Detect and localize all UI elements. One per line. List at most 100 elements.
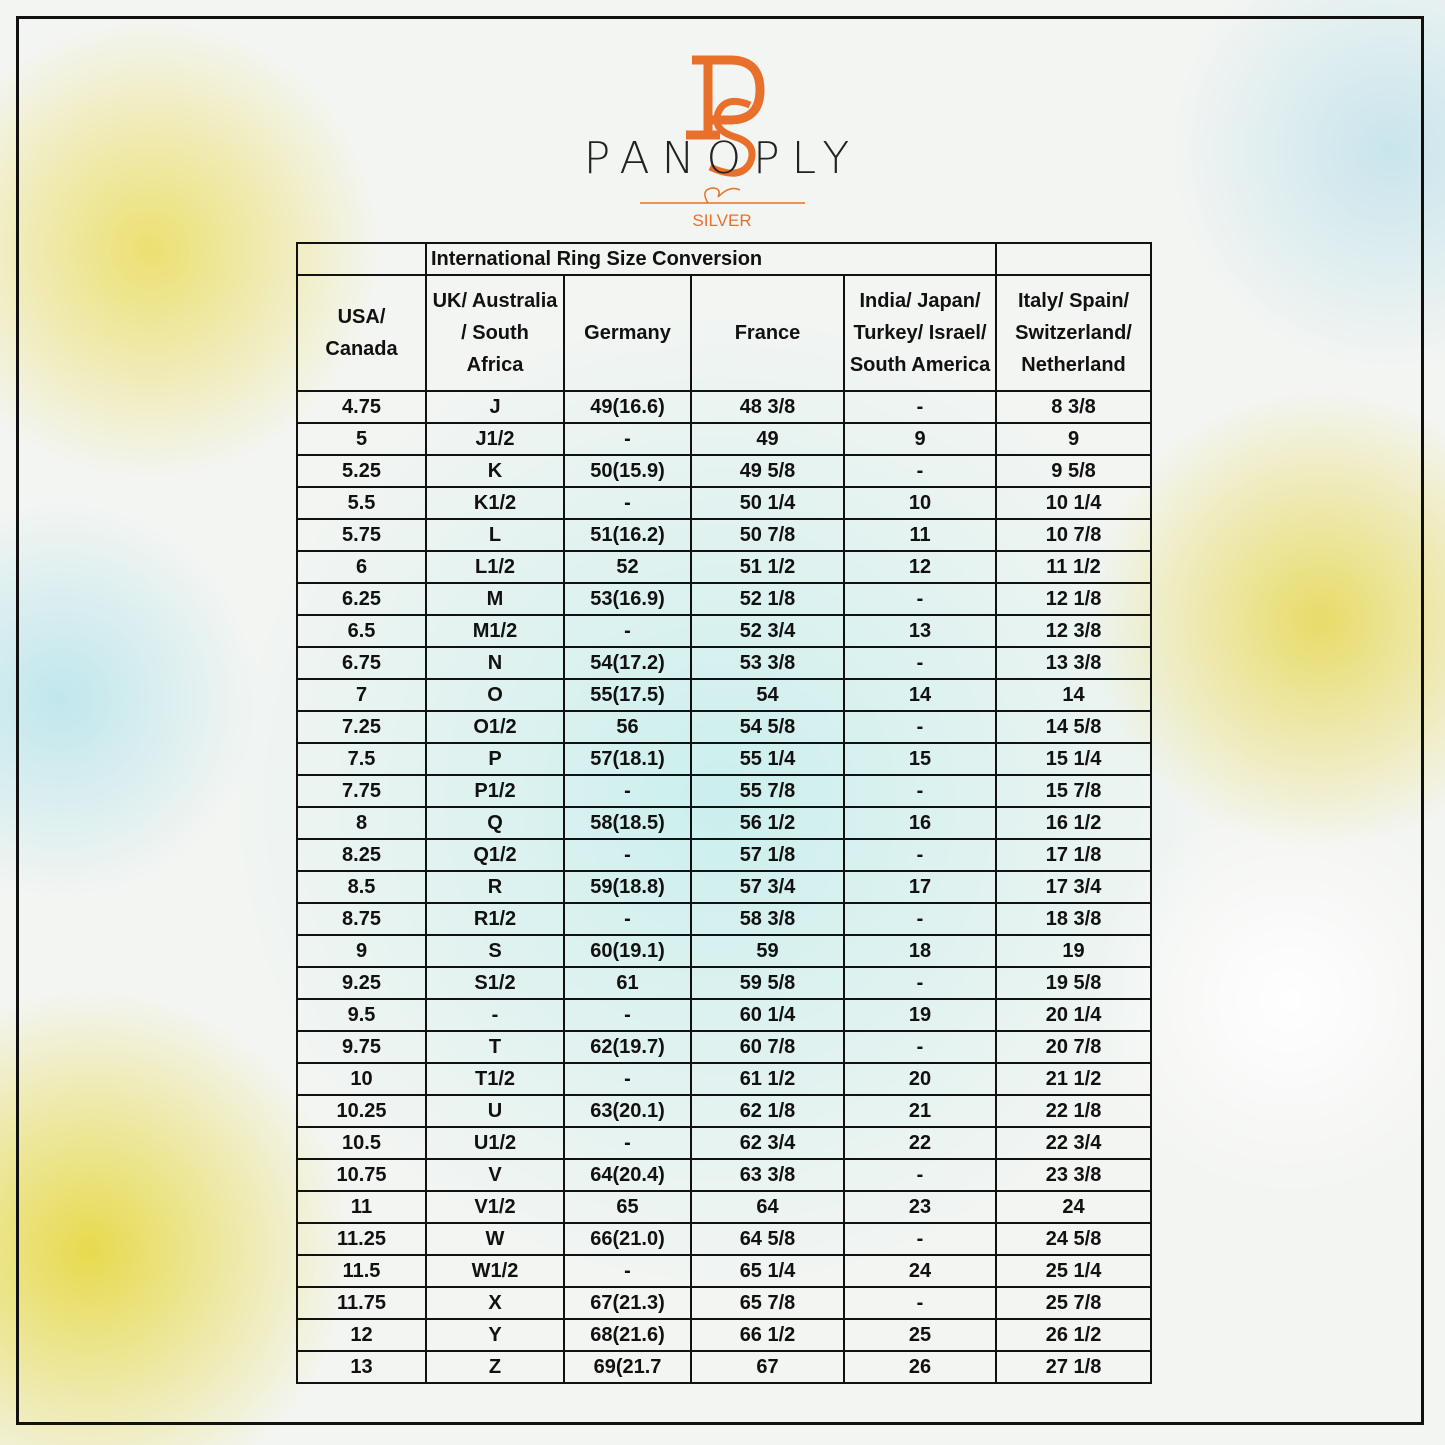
table-cell: 23 [842, 1190, 998, 1224]
table-cell: 49 5/8 [690, 454, 845, 488]
table-cell: R1/2 [425, 902, 565, 936]
table-title: International Ring Size Conversion [424, 242, 998, 276]
table-cell: 58(18.5) [563, 806, 692, 840]
brand-tagline: SILVER [692, 211, 752, 230]
table-cell: 25 1/4 [995, 1254, 1153, 1288]
table-cell: 20 [842, 1062, 998, 1096]
table-cell: - [563, 614, 692, 648]
table-cell: - [842, 710, 998, 744]
table-row: 4.75 J 49(16.6) 48 3/8-8 3/8 [296, 390, 1153, 424]
column-header: India/ Japan/ Turkey/ Israel/ South Amer… [842, 274, 998, 392]
table-row: 6.25 M 53(16.9) 52 1/8-12 1/8 [296, 582, 1153, 616]
table-cell: 22 1/8 [995, 1094, 1153, 1128]
table-cell: 57 3/4 [690, 870, 845, 904]
table-cell: 55 7/8 [690, 774, 845, 808]
table-cell: 5 [296, 422, 427, 456]
table-cell: - [563, 774, 692, 808]
table-cell: U [425, 1094, 565, 1128]
table-cell: 11.75 [296, 1286, 427, 1320]
table-cell: 60 7/8 [690, 1030, 845, 1064]
table-cell: 67 [690, 1350, 845, 1384]
table-cell: T1/2 [425, 1062, 565, 1096]
table-cell: 55 1/4 [690, 742, 845, 776]
table-cell: 62 3/4 [690, 1126, 845, 1160]
table-cell: - [842, 966, 998, 1000]
table-cell: 64(20.4) [563, 1158, 692, 1192]
table-cell: 50(15.9) [563, 454, 692, 488]
table-row: 10 T1/2-61 1/2 20 21 1/2 [296, 1062, 1153, 1096]
table-row: 5 J1/2-49 9 9 [296, 422, 1153, 456]
empty-cell [296, 242, 427, 276]
table-cell: 7 [296, 678, 427, 712]
table-cell: 18 [842, 934, 998, 968]
table-cell: X [425, 1286, 565, 1320]
table-cell: 65 7/8 [690, 1286, 845, 1320]
table-cell: R [425, 870, 565, 904]
table-cell: - [842, 390, 998, 424]
table-cell: - [842, 902, 998, 936]
column-header: Italy/ Spain/ Switzerland/ Netherland [995, 274, 1153, 392]
table-cell: 9 [842, 422, 998, 456]
table-row: 8.75 R1/2-58 3/8-18 3/8 [296, 902, 1153, 936]
table-cell: 15 [842, 742, 998, 776]
table-cell: - [842, 1222, 998, 1256]
table-cell: 56 [563, 710, 692, 744]
table-row: 9.5- -60 1/4 19 20 1/4 [296, 998, 1153, 1032]
table-cell: S [425, 934, 565, 968]
table-cell: Q1/2 [425, 838, 565, 872]
table-cell: 66 1/2 [690, 1318, 845, 1352]
table-cell: 12 [842, 550, 998, 584]
table-cell: 48 3/8 [690, 390, 845, 424]
table-cell: J [425, 390, 565, 424]
table-cell: 17 1/8 [995, 838, 1153, 872]
table-cell: 19 [995, 934, 1153, 968]
column-header: UK/ Australia / South Africa [425, 274, 565, 392]
table-cell: K1/2 [425, 486, 565, 520]
table-cell: 6 [296, 550, 427, 584]
table-row: 10.5 U1/2-62 3/4 22 22 3/4 [296, 1126, 1153, 1160]
table-cell: 51 1/2 [690, 550, 845, 584]
table-row: 11 V1/2 65 64 23 24 [296, 1190, 1153, 1224]
column-header: Germany [563, 274, 692, 392]
table-cell: 20 7/8 [995, 1030, 1153, 1064]
table-cell: - [842, 1030, 998, 1064]
table-cell: 57 1/8 [690, 838, 845, 872]
table-cell: 10 [842, 486, 998, 520]
table-cell: 54 5/8 [690, 710, 845, 744]
table-cell: 9 [296, 934, 427, 968]
size-table: International Ring Size Conversion USA/ … [296, 242, 1153, 1384]
table-cell: 68(21.6) [563, 1318, 692, 1352]
table-cell: 56 1/2 [690, 806, 845, 840]
table-cell: J1/2 [425, 422, 565, 456]
table-cell: 13 [296, 1350, 427, 1384]
table-cell: - [563, 838, 692, 872]
table-cell: 49 [690, 422, 845, 456]
table-row: 7 O 55(17.5) 54 14 14 [296, 678, 1153, 712]
table-cell: 10.5 [296, 1126, 427, 1160]
table-cell: 65 1/4 [690, 1254, 845, 1288]
frame [16, 16, 1424, 1425]
table-cell: 53(16.9) [563, 582, 692, 616]
table-cell: 52 [563, 550, 692, 584]
table-cell: 10 7/8 [995, 518, 1153, 552]
table-cell: V [425, 1158, 565, 1192]
table-cell: 62 1/8 [690, 1094, 845, 1128]
table-cell: 8 3/8 [995, 390, 1153, 424]
table-cell: - [563, 998, 692, 1032]
column-header: USA/ Canada [296, 274, 427, 392]
table-cell: 66(21.0) [563, 1222, 692, 1256]
table-cell: 24 [995, 1190, 1153, 1224]
table-row: 10.25 U 63(20.1) 62 1/8 21 22 1/8 [296, 1094, 1153, 1128]
table-cell: 8.75 [296, 902, 427, 936]
table-cell: 16 1/2 [995, 806, 1153, 840]
table-cell: 61 1/2 [690, 1062, 845, 1096]
table-cell: P [425, 742, 565, 776]
table-cell: 7.75 [296, 774, 427, 808]
table-cell: 7.25 [296, 710, 427, 744]
table-cell: 59 [690, 934, 845, 968]
table-cell: 9.25 [296, 966, 427, 1000]
table-cell: - [563, 486, 692, 520]
logo [640, 55, 805, 204]
table-cell: 8 [296, 806, 427, 840]
table-cell: - [842, 582, 998, 616]
